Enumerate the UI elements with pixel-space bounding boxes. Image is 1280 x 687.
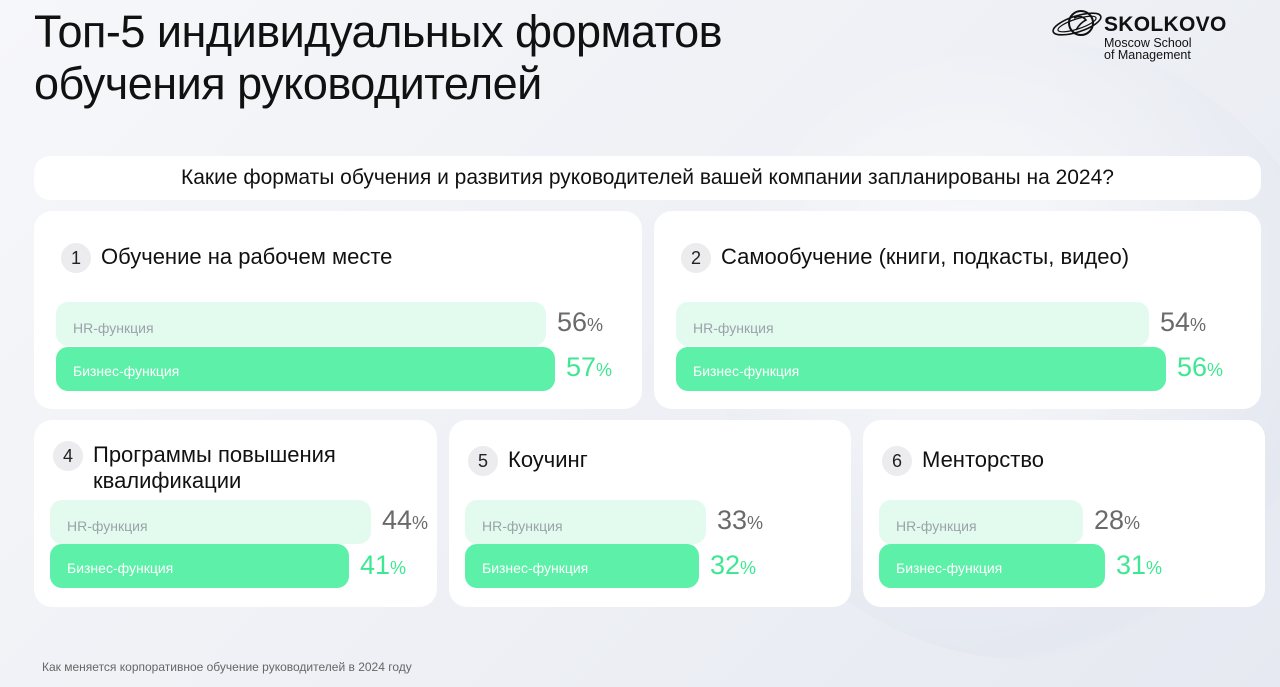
page-title: Топ-5 индивидуальных форматов обучения р… xyxy=(34,6,934,110)
business-bar: Бизнес-функция xyxy=(676,347,1166,391)
format-card-4: 4 Программы повышения квалификации HR-фу… xyxy=(34,420,437,607)
card-title: Менторство xyxy=(922,447,1045,472)
business-bar: Бизнес-функция xyxy=(879,544,1105,588)
hr-value: 33% xyxy=(717,505,763,536)
survey-question: Какие форматы обучения и развития руково… xyxy=(34,156,1261,200)
business-bar-label: Бизнес-функция xyxy=(482,560,589,576)
rank-badge: 6 xyxy=(882,446,912,476)
hr-value: 44% xyxy=(382,505,428,536)
source-footer: Как меняется корпоративное обучение руко… xyxy=(42,660,412,674)
logo-subtitle-line1: Moscow School xyxy=(1104,36,1192,50)
format-card-6: 6 Менторство HR-функция 28% Бизнес-функц… xyxy=(863,420,1265,607)
hr-bar: HR-функция xyxy=(879,500,1083,544)
card-title: Программы повышения квалификации xyxy=(93,442,336,494)
percent-sign: % xyxy=(1146,558,1163,578)
logo-subtitle-line2: of Management xyxy=(1104,48,1191,62)
card-header: 6 Менторство xyxy=(882,446,1044,476)
hr-bar-label: HR-функция xyxy=(67,518,148,534)
hr-bar-label: HR-функция xyxy=(693,320,774,336)
hr-bar-label: HR-функция xyxy=(896,518,977,534)
card-title: Самообучение (книги, подкасты, видео) xyxy=(721,244,1130,269)
skolkovo-emblem-icon xyxy=(1052,10,1102,36)
percent-sign: % xyxy=(740,558,757,578)
rank-badge: 2 xyxy=(681,243,711,273)
logo-subtitle: Moscow School of Management xyxy=(1104,36,1192,62)
logo-name: SKOLKOVO xyxy=(1104,13,1227,36)
hr-value-number: 33 xyxy=(717,505,748,535)
skolkovo-logo: SKOLKOVO Moscow School of Management xyxy=(1046,6,1246,66)
rank-badge: 1 xyxy=(61,243,91,273)
percent-sign: % xyxy=(1190,315,1207,335)
business-bar: Бизнес-функция xyxy=(56,347,555,391)
percent-sign: % xyxy=(1124,513,1141,533)
hr-bar: HR-функция xyxy=(676,302,1149,346)
business-bar-label: Бизнес-функция xyxy=(67,560,174,576)
card-header: 4 Программы повышения квалификации xyxy=(53,441,336,494)
business-value: 56% xyxy=(1177,352,1223,383)
page-title-line1: Топ-5 индивидуальных форматов xyxy=(34,6,723,57)
format-card-2: 2 Самообучение (книги, подкасты, видео) … xyxy=(654,211,1261,409)
business-value-number: 41 xyxy=(360,550,391,580)
business-bar-label: Бизнес-функция xyxy=(896,560,1003,576)
percent-sign: % xyxy=(747,513,764,533)
hr-bar: HR-функция xyxy=(56,302,546,346)
hr-bar-label: HR-функция xyxy=(73,320,154,336)
hr-bar: HR-функция xyxy=(465,500,706,544)
business-value: 57% xyxy=(566,352,612,383)
rank-badge: 5 xyxy=(468,446,498,476)
hr-bar-label: HR-функция xyxy=(482,518,563,534)
business-bar: Бизнес-функция xyxy=(465,544,699,588)
percent-sign: % xyxy=(1207,360,1224,380)
hr-value: 28% xyxy=(1094,505,1140,536)
card-header: 2 Самообучение (книги, подкасты, видео) xyxy=(681,243,1129,273)
percent-sign: % xyxy=(412,513,429,533)
page-title-line2: обучения руководителей xyxy=(34,58,542,109)
card-title-line1: Программы повышения xyxy=(93,442,336,467)
percent-sign: % xyxy=(587,315,604,335)
format-card-5: 5 Коучинг HR-функция 33% Бизнес-функция … xyxy=(449,420,851,607)
business-bar-label: Бизнес-функция xyxy=(693,363,800,379)
card-title: Коучинг xyxy=(508,447,588,472)
business-value-number: 56 xyxy=(1177,352,1208,382)
card-title: Обучение на рабочем месте xyxy=(101,244,393,269)
card-title-line2: квалификации xyxy=(93,468,242,493)
hr-value-number: 56 xyxy=(557,307,588,337)
percent-sign: % xyxy=(390,558,407,578)
business-value-number: 31 xyxy=(1116,550,1147,580)
business-value: 41% xyxy=(360,550,406,581)
percent-sign: % xyxy=(596,360,613,380)
card-header: 5 Коучинг xyxy=(468,446,588,476)
business-value-number: 57 xyxy=(566,352,597,382)
business-bar-label: Бизнес-функция xyxy=(73,363,180,379)
hr-bar: HR-функция xyxy=(50,500,371,544)
hr-value-number: 54 xyxy=(1160,307,1191,337)
hr-value: 56% xyxy=(557,307,603,338)
hr-value-number: 44 xyxy=(382,505,413,535)
business-bar: Бизнес-функция xyxy=(50,544,349,588)
hr-value-number: 28 xyxy=(1094,505,1125,535)
hr-value: 54% xyxy=(1160,307,1206,338)
business-value: 32% xyxy=(710,550,756,581)
format-card-1: 1 Обучение на рабочем месте HR-функция 5… xyxy=(34,211,642,409)
business-value: 31% xyxy=(1116,550,1162,581)
business-value-number: 32 xyxy=(710,550,741,580)
rank-badge: 4 xyxy=(53,441,83,471)
card-header: 1 Обучение на рабочем месте xyxy=(61,243,392,273)
